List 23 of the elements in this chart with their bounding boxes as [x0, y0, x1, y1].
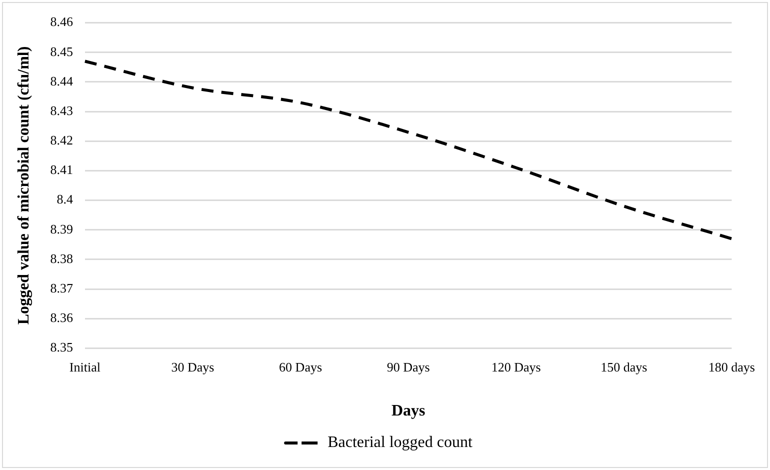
- y-tick-label: 8.38: [50, 250, 73, 266]
- y-tick-label: 8.41: [50, 162, 73, 178]
- x-tick-label: 180 days: [708, 359, 756, 374]
- y-tick-label: 8.46: [50, 14, 74, 30]
- y-axis-title: Logged value of microbial count (cfu/ml): [16, 46, 33, 325]
- y-tick-label: 8.39: [50, 221, 73, 236]
- line-series: [83, 60, 734, 240]
- y-tick-label: 8.4: [56, 192, 74, 207]
- y-tick-label: 8.36: [50, 310, 74, 326]
- x-tick-label: 90 Days: [386, 359, 430, 374]
- legend-label: Bacterial logged count: [328, 434, 473, 452]
- y-tick-label: 8.43: [50, 102, 73, 118]
- y-tick-label: 8.37: [50, 280, 74, 296]
- x-tick-label: 30 Days: [171, 359, 214, 374]
- x-tick-label: 60 Days: [279, 359, 322, 374]
- y-tick-label: 8.44: [50, 73, 74, 88]
- y-tick-label: 8.35: [50, 340, 73, 355]
- x-tick-label: Initial: [69, 359, 101, 374]
- x-axis-title: Days: [391, 402, 426, 420]
- y-tick-label: 8.42: [50, 132, 73, 148]
- x-tick-label: 120 Days: [491, 359, 541, 374]
- y-tick-label: 8.45: [50, 44, 73, 59]
- x-tick-label: 150 days: [600, 359, 648, 374]
